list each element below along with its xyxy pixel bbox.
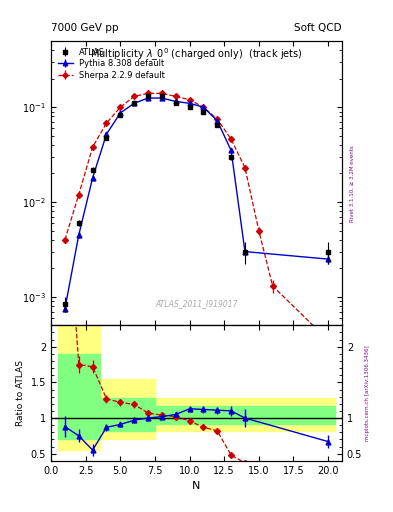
Legend: ATLAS, Pythia 8.308 default, Sherpa 2.2.9 default: ATLAS, Pythia 8.308 default, Sherpa 2.2.…	[55, 45, 168, 82]
X-axis label: N: N	[192, 481, 201, 491]
Y-axis label: Ratio to ATLAS: Ratio to ATLAS	[16, 360, 25, 426]
Text: Soft QCD: Soft QCD	[294, 23, 342, 33]
Text: Multiplicity $\lambda$_0$^0$ (charged only)  (track jets): Multiplicity $\lambda$_0$^0$ (charged on…	[90, 47, 303, 63]
Text: ATLAS_2011_I919017: ATLAS_2011_I919017	[155, 300, 238, 308]
Y-axis label: mcplots.cern.ch [arXiv:1306.3436]: mcplots.cern.ch [arXiv:1306.3436]	[365, 345, 370, 441]
Text: 7000 GeV pp: 7000 GeV pp	[51, 23, 119, 33]
Y-axis label: Rivet 3.1.10, ≥ 3.2M events: Rivet 3.1.10, ≥ 3.2M events	[349, 145, 354, 222]
